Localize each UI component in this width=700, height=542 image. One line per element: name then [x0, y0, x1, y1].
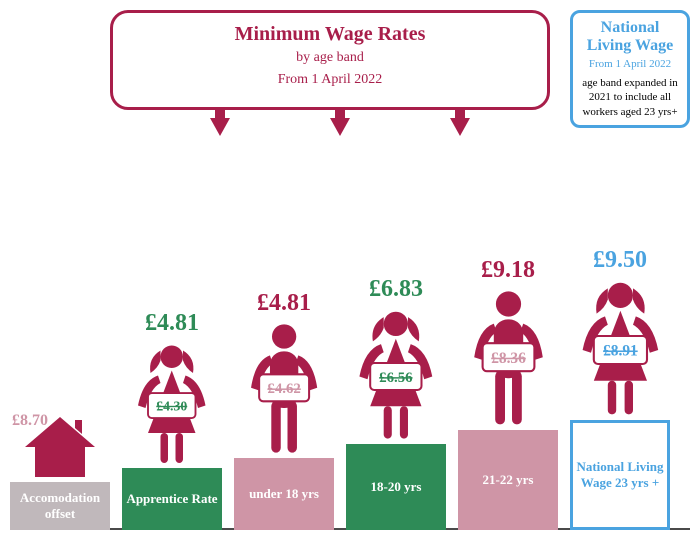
nlw-callout-box: National Living Wage From 1 April 2022 a… [570, 10, 690, 128]
svg-text:£4.30: £4.30 [157, 399, 188, 414]
category-u18: under 18 yrs £4.62 £4.81 [234, 150, 334, 530]
price-u18: £4.81 [234, 290, 334, 317]
bar-accom: Accomodation offset [10, 482, 110, 530]
down-arrow-icon [210, 118, 230, 136]
nlw-callout-body: age band expanded in 2021 to include all… [577, 76, 683, 119]
down-arrow-icon [330, 118, 350, 136]
female-icon: £6.56 [346, 309, 446, 444]
category-accom: Accomodation offset £8.70 [10, 150, 110, 530]
price-accom: £8.70 [12, 412, 48, 430]
bar-2122: 21-22 yrs [458, 430, 558, 530]
category-nlw: National Living Wage 23 yrs + £8.91 £9.5… [570, 150, 670, 530]
bar-appr: Apprentice Rate [122, 468, 222, 530]
bar-1820: 18-20 yrs [346, 444, 446, 530]
title-date: From 1 April 2022 [113, 72, 547, 88]
price-1820: £6.83 [346, 276, 446, 303]
svg-text:£8.36: £8.36 [491, 350, 526, 367]
price-2122: £9.18 [458, 257, 558, 284]
male-icon: £8.36 [458, 290, 558, 430]
title-sub: by age band [113, 50, 547, 66]
category-appr: Apprentice Rate £4.30 £4.81 [122, 150, 222, 530]
bar-nlw: National Living Wage 23 yrs + [570, 420, 670, 530]
price-nlw: £9.50 [570, 247, 670, 274]
bar-u18: under 18 yrs [234, 458, 334, 530]
svg-text:£6.56: £6.56 [379, 370, 412, 386]
female-icon: £4.30 [122, 343, 222, 468]
female-icon: £8.91 [570, 280, 670, 420]
wage-chart: Accomodation offset £8.70Apprentice Rate… [10, 150, 690, 530]
male-icon: £4.62 [234, 323, 334, 458]
svg-text:£8.91: £8.91 [603, 343, 638, 360]
nlw-callout-date: From 1 April 2022 [577, 58, 683, 70]
title-main: Minimum Wage Rates [113, 23, 547, 46]
category-2122: 21-22 yrs £8.36 £9.18 [458, 150, 558, 530]
price-appr: £4.81 [122, 310, 222, 337]
down-arrow-icon [450, 118, 470, 136]
title-box: Minimum Wage Rates by age band From 1 Ap… [110, 10, 550, 110]
svg-text:£4.62: £4.62 [267, 381, 300, 397]
category-1820: 18-20 yrs £6.56 £6.83 [346, 150, 446, 530]
nlw-callout-title: National Living Wage [577, 19, 683, 54]
